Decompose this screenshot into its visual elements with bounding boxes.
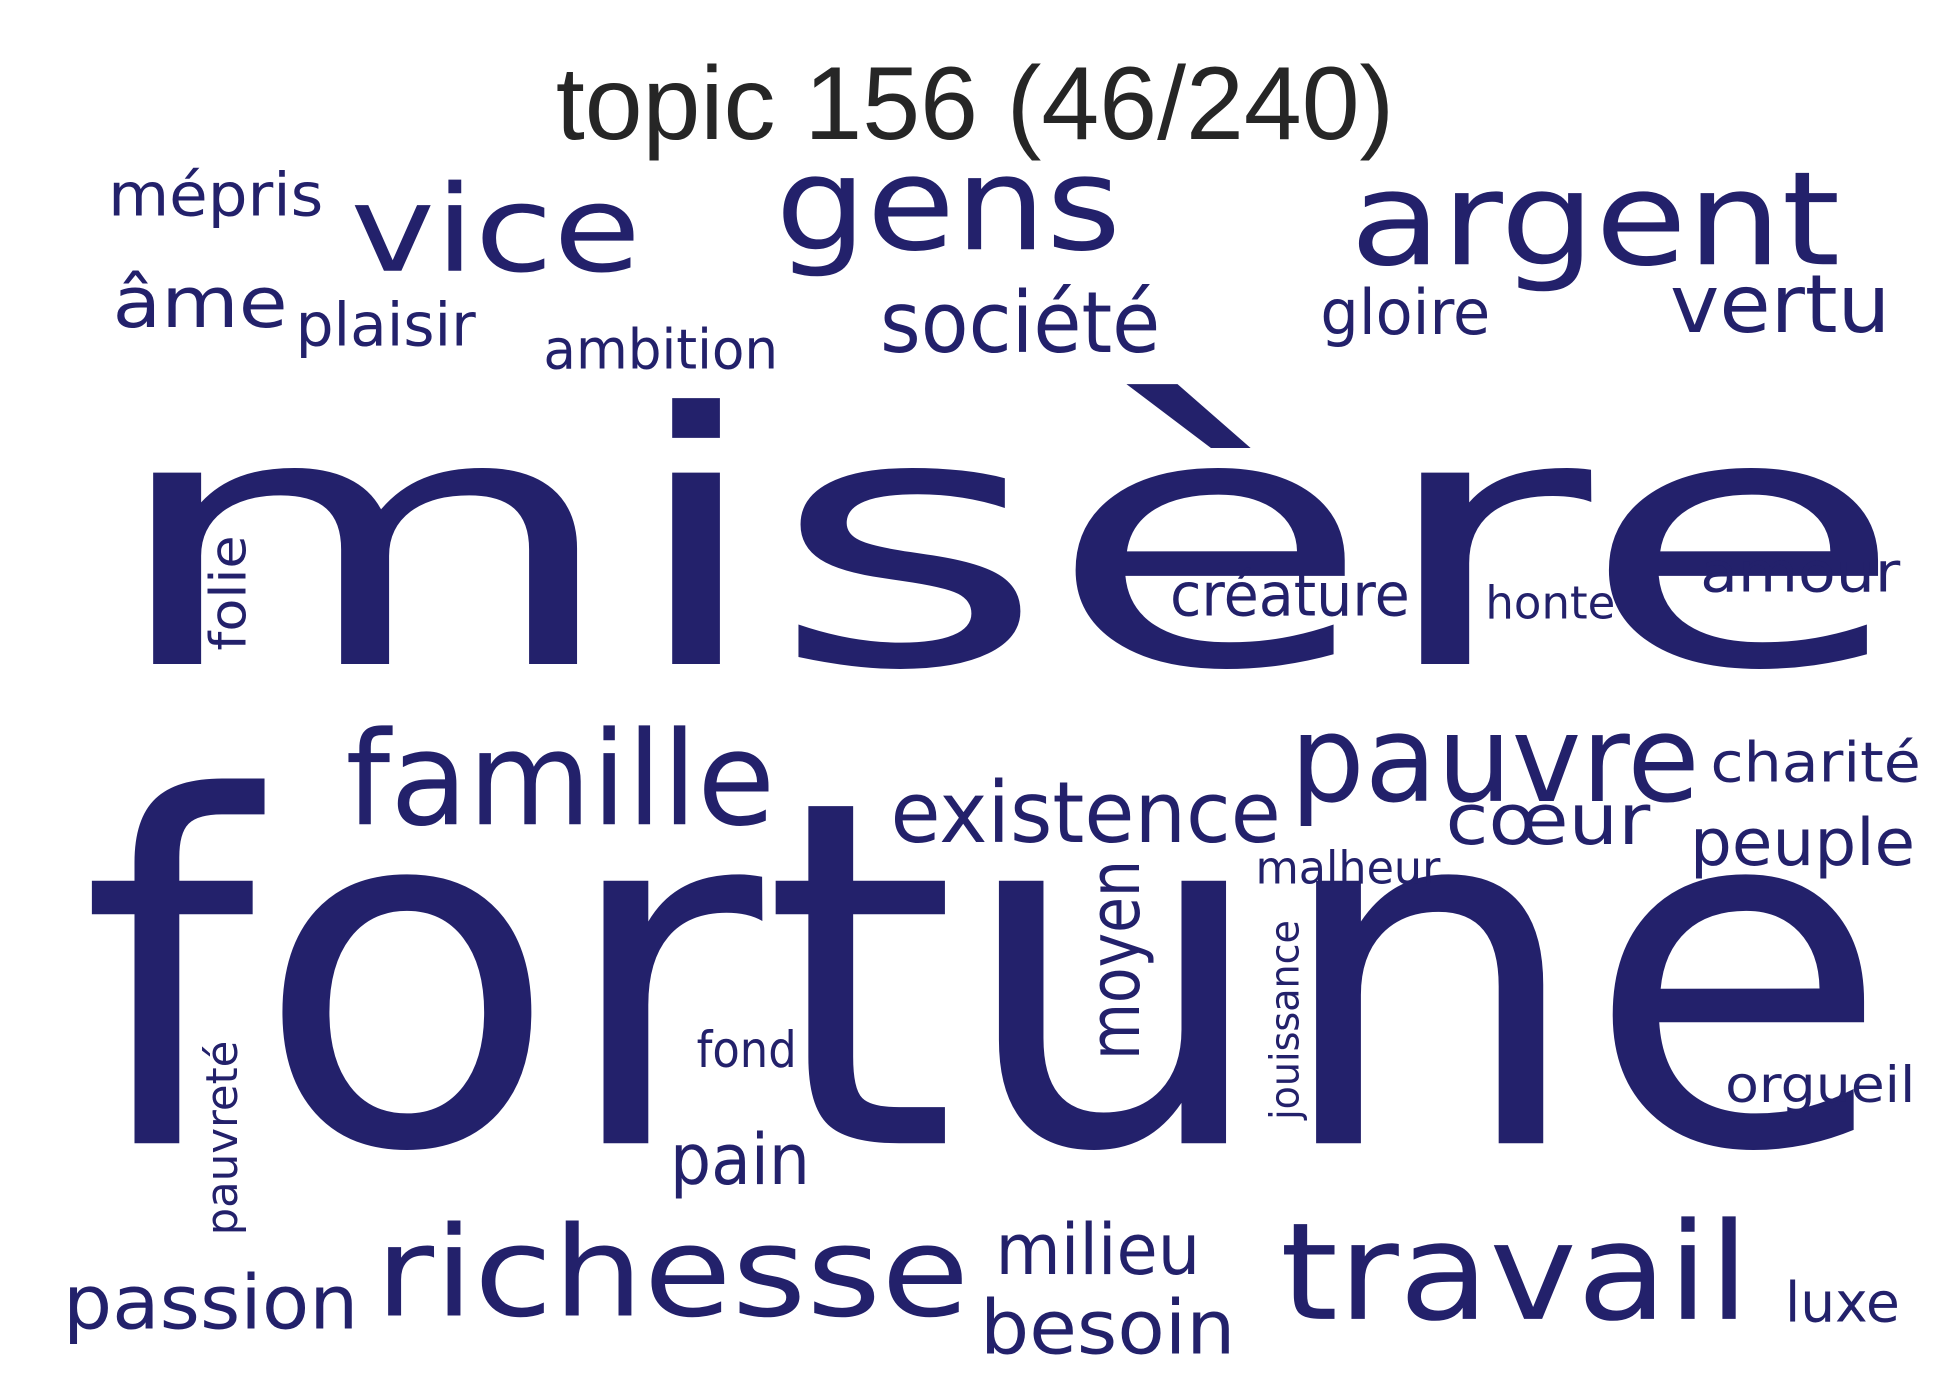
word-coeur: cœur xyxy=(1444,778,1650,861)
word-famille: famille xyxy=(345,703,775,856)
word-besoin: besoin xyxy=(980,1283,1236,1371)
word-pauvre: pauvre xyxy=(1290,689,1700,830)
word-argent: argent xyxy=(1349,143,1841,296)
word-misere: misère xyxy=(104,338,1906,748)
word-jouissance: jouissance xyxy=(1261,920,1308,1120)
word-luxe: luxe xyxy=(1784,1270,1900,1335)
word-gloire: gloire xyxy=(1319,276,1490,349)
word-societe: société xyxy=(880,272,1161,372)
word-ambition: ambition xyxy=(542,317,778,382)
word-honte: honte xyxy=(1484,575,1615,629)
word-existence: existence xyxy=(890,762,1281,862)
word-vice: vice xyxy=(349,159,641,300)
word-ame: âme xyxy=(112,261,288,344)
word-amour: amour xyxy=(1700,540,1901,605)
word-charite: charité xyxy=(1710,730,1921,795)
word-travail: travail xyxy=(1280,1192,1750,1351)
word-plaisir: plaisir xyxy=(295,289,476,360)
word-orgueil: orgueil xyxy=(1725,1055,1916,1114)
word-peuple: peuple xyxy=(1690,804,1916,881)
word-richesse: richesse xyxy=(375,1198,970,1345)
word-pauvrete: pauvreté xyxy=(195,1040,248,1235)
word-passion: passion xyxy=(63,1258,359,1346)
word-malheur: malheur xyxy=(1254,840,1440,894)
chart-title: topic 156 (46/240) xyxy=(555,46,1395,162)
word-vertu: vertu xyxy=(1670,257,1891,352)
word-mepris: mépris xyxy=(108,159,324,230)
word-gens: gens xyxy=(774,128,1121,281)
word-folie: folie xyxy=(198,534,258,651)
word-creature: créature xyxy=(1169,559,1410,630)
word-pain: pain xyxy=(669,1118,810,1201)
word-fortune: fortune xyxy=(80,696,1890,1259)
word-milieu: milieu xyxy=(994,1208,1200,1291)
word-fond: fond xyxy=(696,1020,797,1079)
word-moyen: moyen xyxy=(1073,860,1156,1060)
